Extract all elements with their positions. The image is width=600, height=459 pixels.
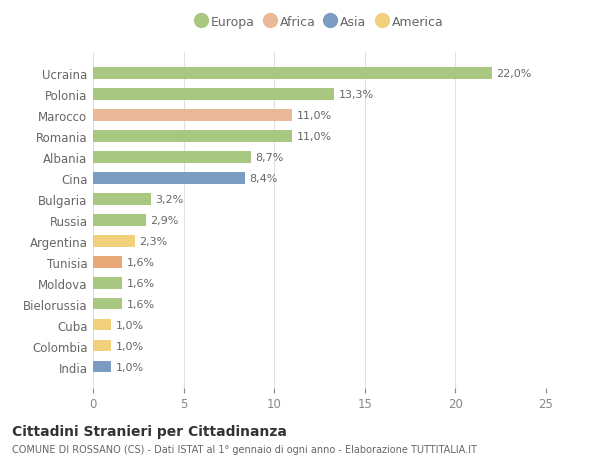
Bar xyxy=(93,110,292,121)
Bar xyxy=(93,277,122,289)
Text: 1,0%: 1,0% xyxy=(116,341,144,351)
Bar xyxy=(93,194,151,205)
Bar xyxy=(93,68,491,79)
Text: 1,6%: 1,6% xyxy=(127,299,155,309)
Bar xyxy=(93,131,292,142)
Text: 8,4%: 8,4% xyxy=(250,174,278,184)
Bar xyxy=(93,214,146,226)
Bar xyxy=(93,89,334,101)
Text: 8,7%: 8,7% xyxy=(255,152,284,162)
Bar xyxy=(93,340,111,352)
Text: Cittadini Stranieri per Cittadinanza: Cittadini Stranieri per Cittadinanza xyxy=(12,425,287,438)
Legend: Europa, Africa, Asia, America: Europa, Africa, Asia, America xyxy=(192,12,447,33)
Text: 11,0%: 11,0% xyxy=(297,111,332,121)
Bar xyxy=(93,152,251,163)
Text: 3,2%: 3,2% xyxy=(155,195,184,204)
Bar xyxy=(93,361,111,373)
Text: 22,0%: 22,0% xyxy=(496,69,532,79)
Text: 1,0%: 1,0% xyxy=(116,362,144,372)
Bar xyxy=(93,257,122,268)
Bar xyxy=(93,298,122,310)
Bar xyxy=(93,319,111,331)
Text: 13,3%: 13,3% xyxy=(338,90,374,100)
Text: 2,9%: 2,9% xyxy=(150,215,178,225)
Text: 1,0%: 1,0% xyxy=(116,320,144,330)
Text: COMUNE DI ROSSANO (CS) - Dati ISTAT al 1° gennaio di ogni anno - Elaborazione TU: COMUNE DI ROSSANO (CS) - Dati ISTAT al 1… xyxy=(12,444,477,454)
Text: 1,6%: 1,6% xyxy=(127,257,155,267)
Bar xyxy=(93,173,245,184)
Bar xyxy=(93,235,134,247)
Text: 11,0%: 11,0% xyxy=(297,132,332,141)
Text: 1,6%: 1,6% xyxy=(127,278,155,288)
Text: 2,3%: 2,3% xyxy=(139,236,167,246)
